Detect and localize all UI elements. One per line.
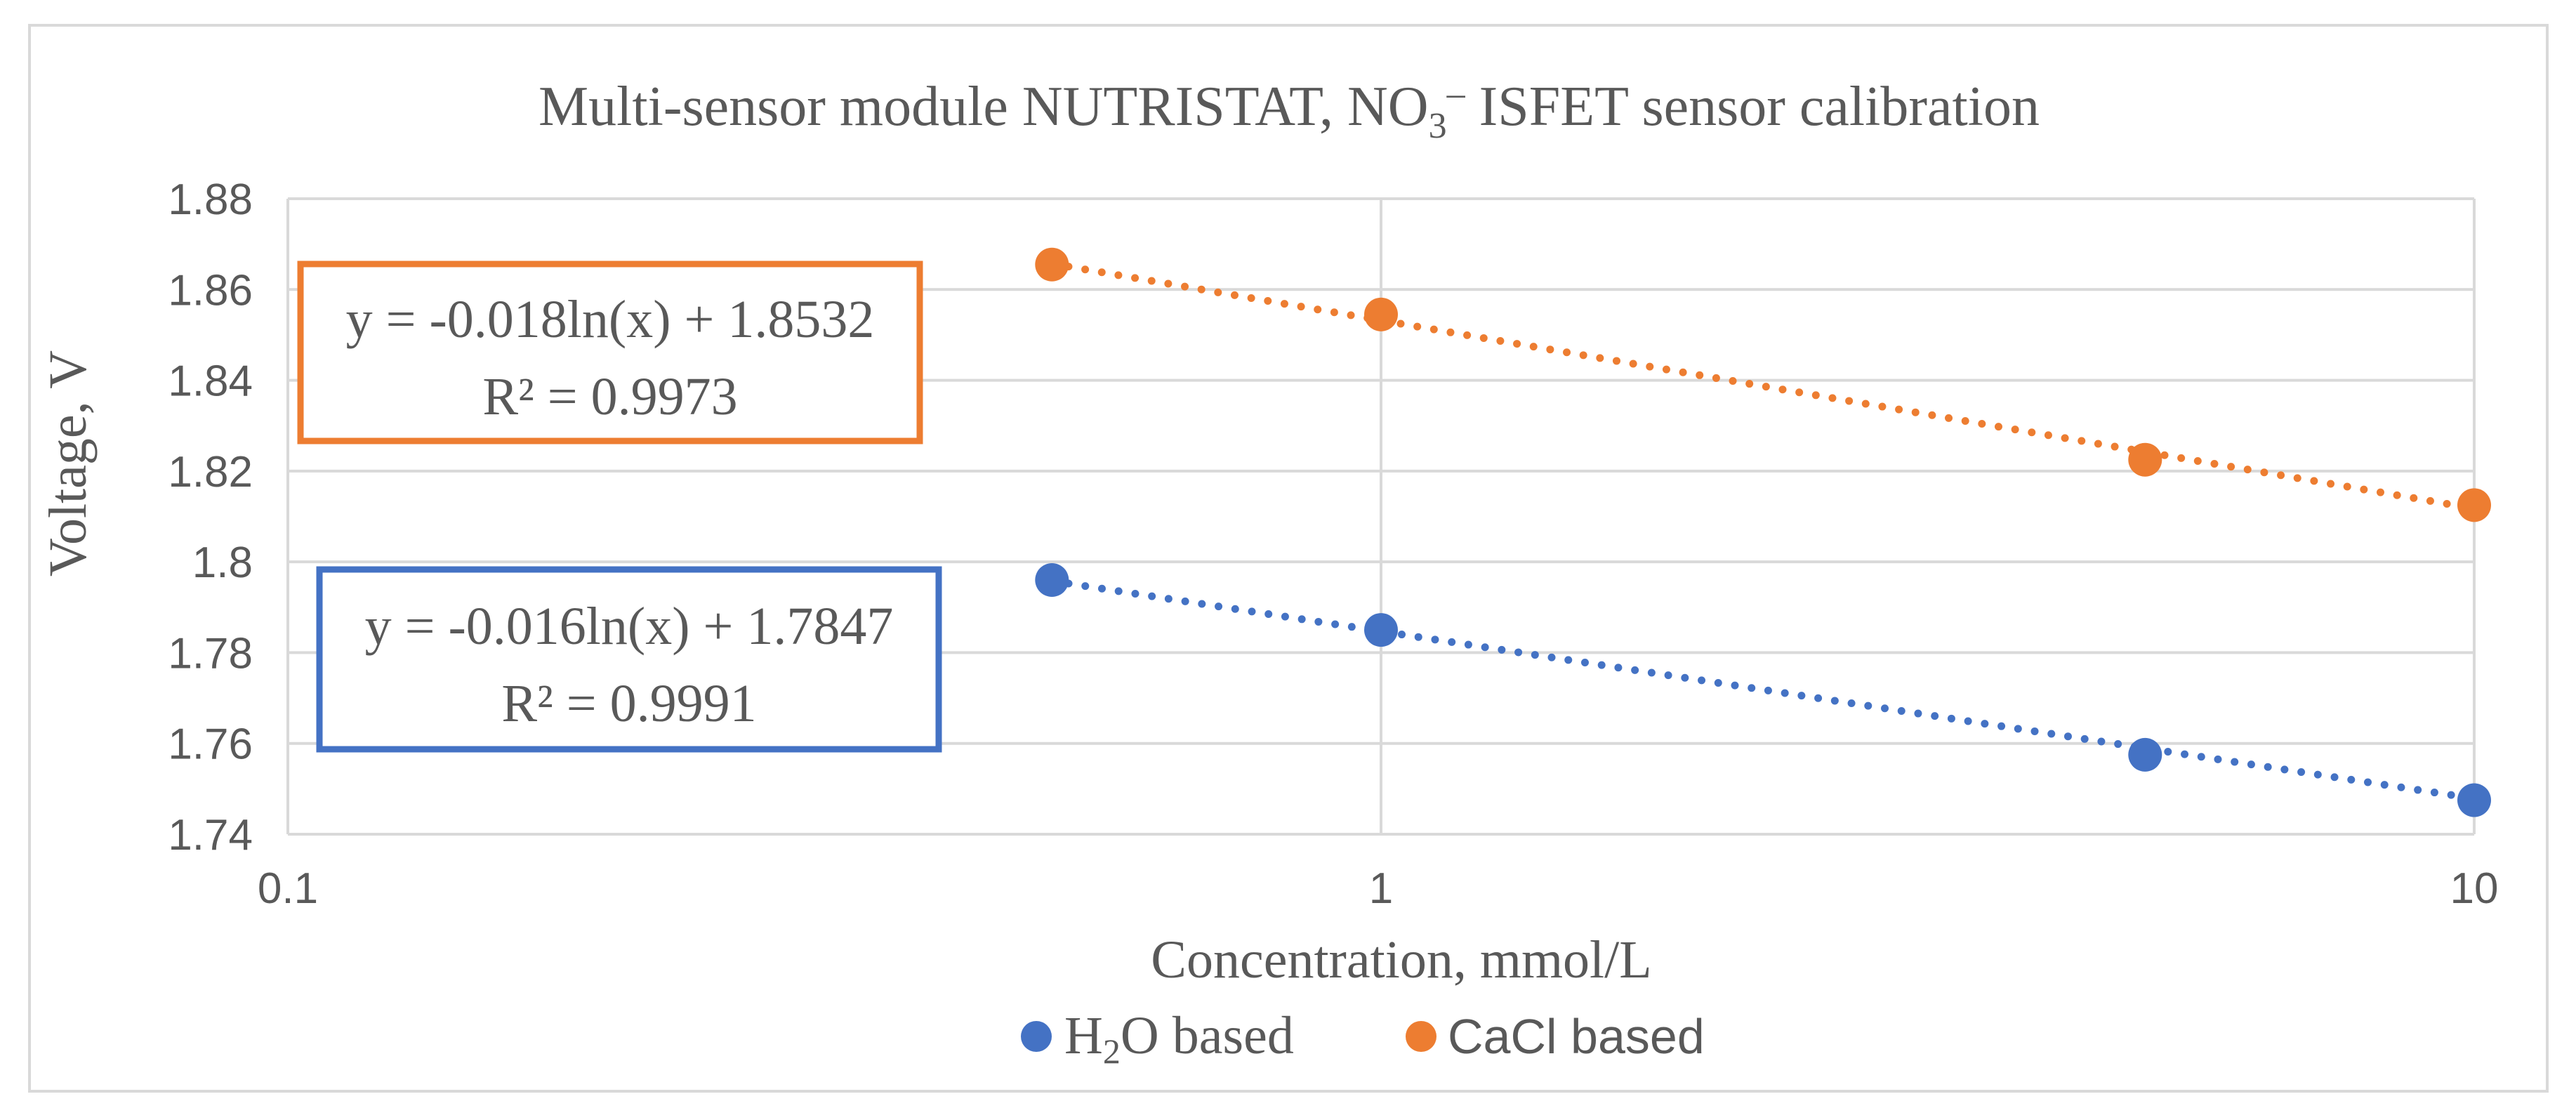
data-point-h2o	[1035, 563, 1069, 597]
y-tick-label: 1.88	[168, 176, 253, 224]
data-point-cacl	[1035, 247, 1069, 282]
y-tick-label: 1.76	[168, 720, 253, 769]
x-tick-label: 0.1	[258, 864, 318, 913]
data-point-h2o	[2457, 783, 2491, 817]
y-tick-label: 1.78	[168, 629, 253, 678]
equation-box-h2o: y = -0.016ln(x) + 1.7847 R² = 0.9991	[316, 566, 942, 753]
trendlines	[1048, 260, 2478, 803]
trendline-h2o	[1048, 577, 2478, 803]
y-tick-labels: 1.74 1.76 1.78 1.8 1.82 1.84 1.86 1.88	[168, 176, 253, 859]
equation-box-cacl: y = -0.018ln(x) + 1.8532 R² = 0.9973	[297, 261, 923, 444]
legend-marker-cacl	[1406, 1021, 1436, 1052]
y-axis-label: Voltage, V	[39, 350, 98, 577]
legend: H2O based CaCl based	[1021, 1006, 1705, 1071]
chart-frame	[28, 24, 2549, 1093]
trendline-cacl	[1048, 260, 2478, 513]
equation-box-cacl-frame	[297, 261, 923, 444]
equation-box-h2o-frame	[316, 566, 942, 753]
r-squared-cacl: R² = 0.9973	[482, 367, 737, 426]
r-squared-h2o: R² = 0.9991	[501, 674, 756, 733]
y-tick-label: 1.82	[168, 448, 253, 496]
chart-title: Multi-sensor module NUTRISTAT, NO3– ISFE…	[539, 74, 2040, 146]
equation-h2o: y = -0.016ln(x) + 1.7847	[365, 597, 894, 656]
legend-marker-h2o	[1021, 1021, 1052, 1052]
legend-label-cacl: CaCl based	[1448, 1009, 1705, 1064]
data-point-cacl	[2457, 488, 2491, 522]
y-tick-label: 1.8	[192, 539, 253, 587]
legend-label-h2o: H2O based	[1064, 1006, 1294, 1071]
x-tick-label: 1	[1369, 864, 1393, 913]
y-tick-label: 1.86	[168, 266, 253, 315]
data-point-cacl	[2128, 442, 2162, 477]
x-tick-labels: 0.1 1 10	[258, 864, 2499, 913]
data-points	[1035, 247, 2491, 817]
data-point-h2o	[1364, 613, 1398, 647]
y-tick-label: 1.84	[168, 357, 253, 406]
data-point-h2o	[2128, 737, 2162, 772]
x-axis-label: Concentration, mmol/L	[1151, 930, 1651, 989]
data-point-cacl	[1364, 297, 1398, 331]
y-tick-label: 1.74	[168, 811, 253, 859]
equation-cacl: y = -0.018ln(x) + 1.8532	[346, 290, 875, 349]
x-tick-label: 10	[2450, 864, 2499, 913]
